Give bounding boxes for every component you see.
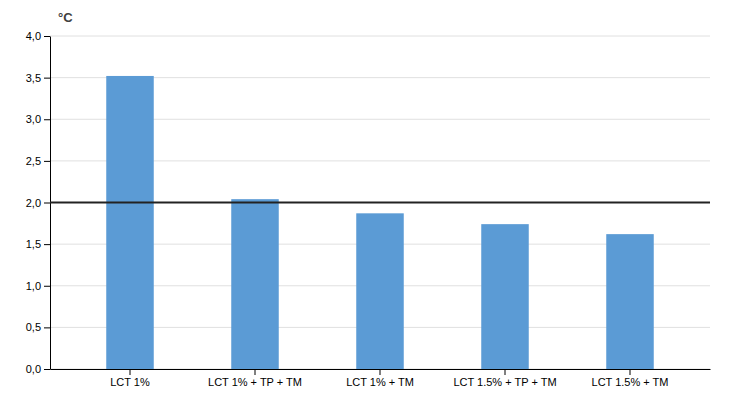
y-tick-mark: [44, 119, 50, 120]
y-tick: 2,5: [26, 155, 50, 167]
y-tick-label: 0,0: [26, 363, 41, 375]
bar: [356, 213, 404, 369]
x-tick-label: LCT 1%: [110, 376, 150, 388]
grid-line: [50, 202, 710, 203]
y-tick: 1,5: [26, 238, 50, 250]
y-tick-label: 2,0: [26, 197, 41, 209]
y-tick-mark: [44, 369, 50, 370]
x-tick: LCT 1% + TP + TM: [208, 369, 302, 388]
y-tick-label: 0,5: [26, 321, 41, 333]
x-tick-label: LCT 1% + TM: [346, 376, 414, 388]
y-tick: 2,0: [26, 197, 50, 209]
y-tick: 4,0: [26, 30, 50, 42]
x-tick: LCT 1%: [110, 369, 150, 388]
bar: [231, 199, 279, 369]
y-tick: 3,0: [26, 113, 50, 125]
x-tick: LCT 1.5% + TM: [592, 369, 669, 388]
y-tick-mark: [44, 286, 50, 287]
x-tick-mark: [505, 369, 506, 375]
y-tick-mark: [44, 36, 50, 37]
y-tick-mark: [44, 244, 50, 245]
reference-line: [50, 202, 710, 204]
y-tick: 1,0: [26, 280, 50, 292]
bar: [606, 234, 654, 369]
x-tick-mark: [255, 369, 256, 375]
x-tick-mark: [130, 369, 131, 375]
x-tick-mark: [380, 369, 381, 375]
x-tick-label: LCT 1.5% + TP + TM: [453, 376, 556, 388]
y-tick-label: 2,5: [26, 155, 41, 167]
y-tick: 3,5: [26, 72, 50, 84]
y-tick-label: 1,0: [26, 280, 41, 292]
y-tick-label: 3,5: [26, 72, 41, 84]
y-tick-label: 3,0: [26, 113, 41, 125]
x-tick: LCT 1% + TM: [346, 369, 414, 388]
y-tick-mark: [44, 327, 50, 328]
marks: [50, 76, 710, 369]
y-axis-label: °C: [58, 10, 73, 25]
x-axis: LCT 1% LCT 1% + TP + TM LCT 1% + TM LCT 1.5…: [51, 369, 711, 388]
y-tick-mark: [44, 78, 50, 79]
bar: [106, 76, 154, 369]
grid-line: [50, 36, 710, 37]
x-tick-mark: [630, 369, 631, 375]
y-tick-mark: [44, 203, 50, 204]
plot: 0,00,51,01,52,02,53,03,54,0LCT 1%LCT 1% …: [26, 30, 711, 388]
grid: [50, 36, 710, 369]
x-tick-label: LCT 1.5% + TM: [592, 376, 669, 388]
bar: [481, 224, 529, 369]
y-axis: 0,0 0,5 1,0 1,5 2,0 2,5 3,0 3,5 4,0: [26, 30, 51, 375]
y-tick-mark: [44, 161, 50, 162]
y-tick: 0,0: [26, 363, 50, 375]
y-tick-label: 1,5: [26, 238, 41, 250]
x-tick-label: LCT 1% + TP + TM: [208, 376, 302, 388]
y-tick-label: 4,0: [26, 30, 41, 42]
chart: 0,00,51,01,52,02,53,03,54,0LCT 1%LCT 1% …: [0, 0, 730, 409]
x-tick: LCT 1.5% + TP + TM: [453, 369, 556, 388]
y-tick: 0,5: [26, 321, 50, 333]
